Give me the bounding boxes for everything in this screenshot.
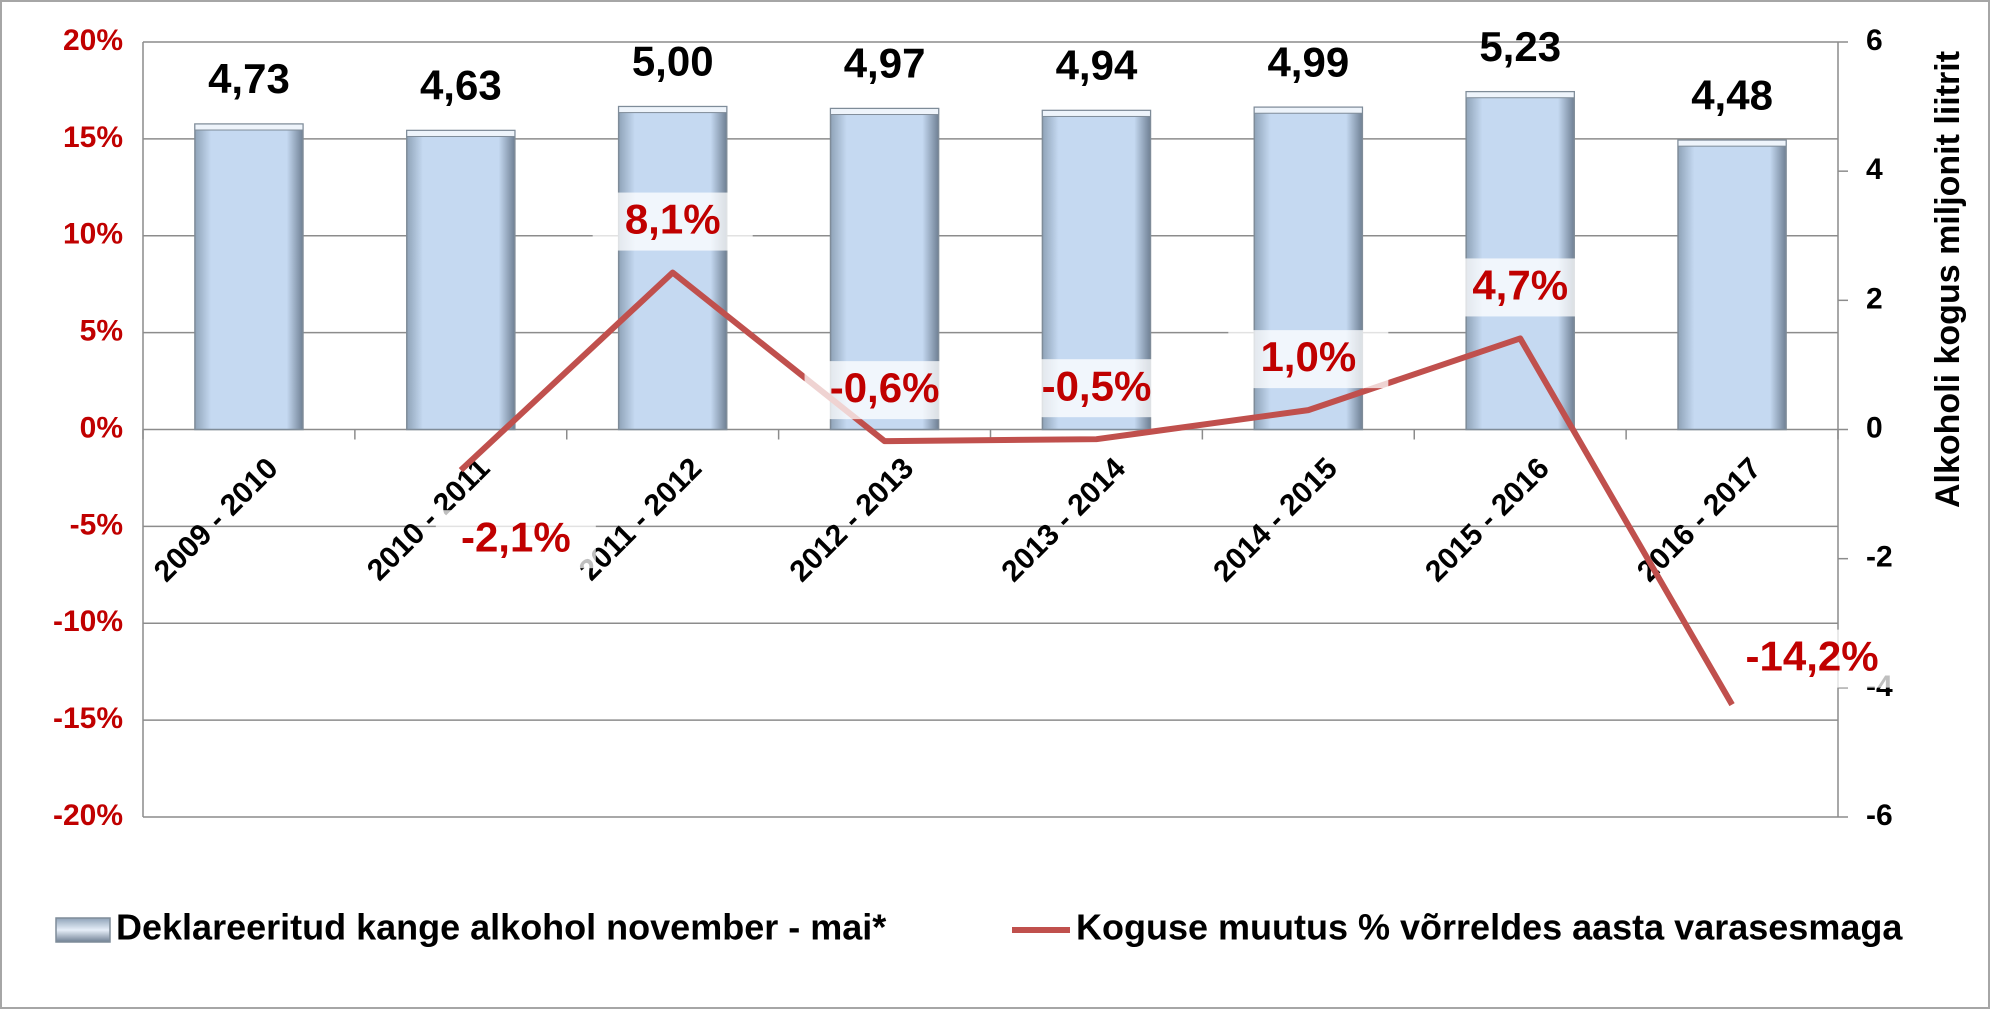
bar-top [1465,91,1575,99]
bar-top [1253,106,1363,114]
bar-top [406,129,516,137]
y2-tick-label: -2 [1866,541,1893,574]
bar [1677,139,1787,431]
line-label-bg [1016,359,1177,418]
bar-value-label: 5,23 [1479,23,1561,70]
line-label-bg [435,510,596,569]
y-tick-label: 20% [63,24,123,57]
bar-top [830,108,940,116]
bar-value-label: 4,99 [1267,38,1349,85]
legend-swatch-bar [55,917,111,943]
bar-value-label: 4,48 [1691,71,1773,118]
y2-tick-label: 0 [1866,411,1883,444]
bar [617,105,728,431]
bar-value-label: 4,73 [208,55,290,102]
line-value-label: 4,7% [1472,262,1568,309]
bar-value-label: 5,00 [632,38,714,85]
y-tick-label: -20% [53,799,123,832]
bar-value-label: 4,63 [420,62,502,109]
line-series [458,269,1735,707]
line-value-label: -14,2% [1746,633,1879,680]
line-label-bg [1440,258,1601,317]
y2-axis-title: Alkoholi kogus miljonit liitrit [1929,51,1967,508]
bar-top [1041,109,1151,117]
bar-value-label: 4,94 [1056,42,1138,89]
x-tick-label: 2012 - 2013 [784,452,921,589]
line-value-label: -0,6% [830,364,940,411]
x-tick-label: 2009 - 2010 [148,452,285,589]
y2-tick-label: 2 [1866,282,1883,315]
bar-top [194,123,304,131]
bar [194,123,304,431]
y-tick-label: -5% [70,508,123,541]
y-tick-label: -15% [53,702,123,735]
line-value-label: -0,5% [1042,362,1152,409]
y-tick-label: -10% [53,605,123,638]
y2-tick-label: 6 [1866,24,1883,57]
y-tick-label: 5% [80,315,123,348]
line-value-label: 8,1% [625,196,721,243]
bar [406,129,516,431]
bar-top [618,106,728,114]
y-tick-label: 15% [63,121,123,154]
x-tick-label: 2015 - 2016 [1419,452,1556,589]
legend-label: Deklareeritud kange alkohol november - m… [116,907,886,948]
y-tick-label: 10% [63,218,123,251]
bar-value-label: 4,97 [844,40,926,87]
x-tick-label: 2013 - 2014 [995,451,1132,588]
line-value-label: 1,0% [1260,333,1356,380]
y-tick-label: 0% [80,411,123,444]
bar-top [1677,139,1787,147]
y2-tick-label: 4 [1866,153,1883,186]
line-label-bg [1732,629,1893,688]
line-value-label: -2,1% [461,513,571,560]
x-tick-label: 2014 - 2015 [1207,452,1344,589]
y2-tick-label: -6 [1866,799,1893,832]
line-label-bg [1228,330,1389,389]
legend-label: Koguse muutus % võrreldes aasta varasesm… [1076,907,1903,948]
line-label-bg [592,192,753,251]
line-label-bg [804,361,965,420]
